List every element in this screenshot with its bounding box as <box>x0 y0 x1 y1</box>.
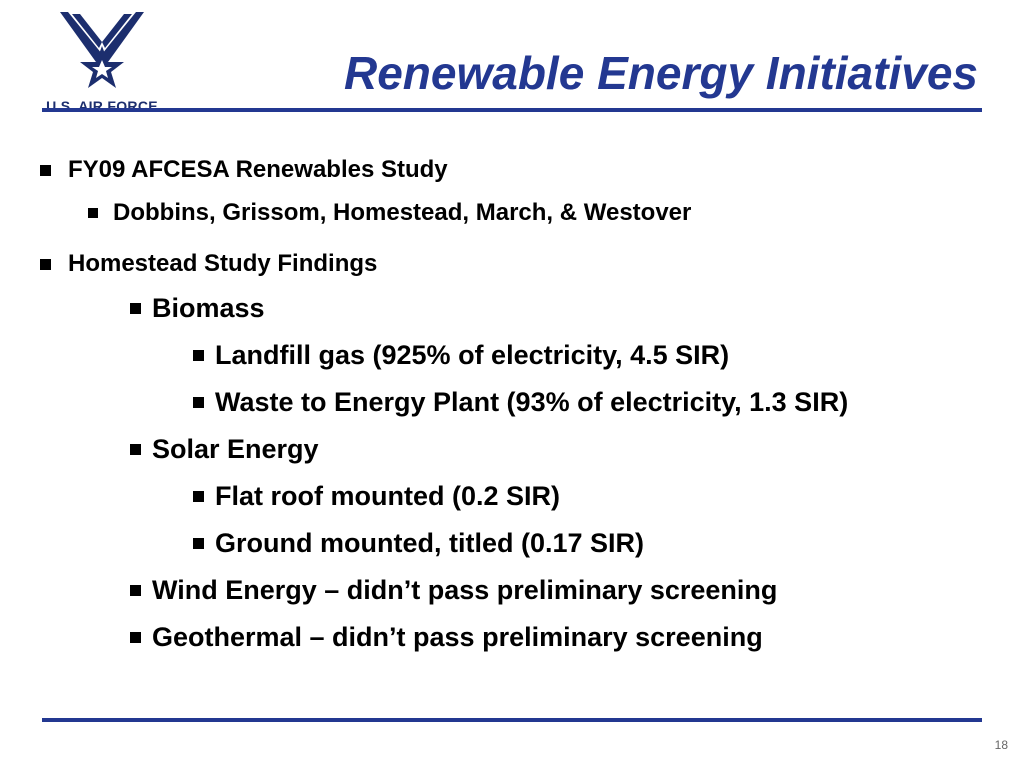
bullet-square-icon <box>130 444 141 455</box>
bullet-text: Solar Energy <box>152 434 319 464</box>
bullet-level-3: Flat roof mounted (0.2 SIR) <box>193 481 560 512</box>
page-number: 18 <box>994 738 1008 752</box>
bullet-level-2: Wind Energy – didn’t pass preliminary sc… <box>130 575 777 606</box>
bullet-text: Flat roof mounted (0.2 SIR) <box>215 481 561 511</box>
bullet-level-1: Homestead Study Findings <box>40 250 377 278</box>
bullet-level-2: Biomass <box>130 293 265 324</box>
bullet-square-icon <box>193 350 204 361</box>
bullet-text: Biomass <box>152 293 265 323</box>
bullet-square-icon <box>88 208 98 218</box>
bullet-level-1: FY09 AFCESA Renewables Study <box>40 156 448 184</box>
bullet-text: Ground mounted, titled (0.17 SIR) <box>215 528 645 558</box>
bullet-text: Geothermal – didn’t pass preliminary scr… <box>152 622 763 652</box>
bullet-level-3: Waste to Energy Plant (93% of electricit… <box>193 387 848 418</box>
bullet-text: FY09 AFCESA Renewables Study <box>68 156 448 183</box>
bullet-square-icon <box>193 538 204 549</box>
bullet-square-icon <box>40 164 51 176</box>
bullet-level-2: Solar Energy <box>130 434 319 465</box>
bullet-level-3: Landfill gas (925% of electricity, 4.5 S… <box>193 340 729 371</box>
bullet-square-icon <box>40 258 51 270</box>
bullet-level-2: Geothermal – didn’t pass preliminary scr… <box>130 622 763 653</box>
footer-divider <box>42 718 982 722</box>
bullet-text: Landfill gas (925% of electricity, 4.5 S… <box>215 340 730 370</box>
title-divider <box>42 108 982 112</box>
logo: U.S. AIR FORCE <box>40 10 164 114</box>
bullet-square-icon <box>130 585 141 596</box>
bullet-text: Dobbins, Grissom, Homestead, March, & We… <box>113 199 692 226</box>
slide-title: Renewable Energy Initiatives <box>343 47 978 99</box>
bullet-square-icon <box>130 303 141 314</box>
bullet-text: Waste to Energy Plant (93% of electricit… <box>215 387 849 417</box>
bullet-square-icon <box>193 491 204 502</box>
bullet-square-icon <box>130 632 141 643</box>
bullet-text: Homestead Study Findings <box>68 250 378 277</box>
bullet-text: Wind Energy – didn’t pass preliminary sc… <box>152 575 778 605</box>
air-force-wings-icon <box>60 12 144 88</box>
bullet-square-icon <box>193 397 204 408</box>
bullet-level-2: Dobbins, Grissom, Homestead, March, & We… <box>88 199 691 227</box>
bullet-level-3: Ground mounted, titled (0.17 SIR) <box>193 528 644 559</box>
